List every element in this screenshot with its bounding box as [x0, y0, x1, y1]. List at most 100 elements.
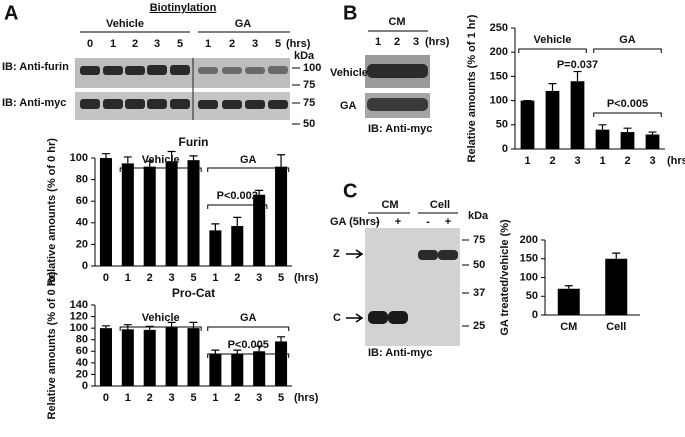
bracket	[119, 326, 202, 331]
unit-label: (hrs)	[286, 38, 311, 50]
bar	[605, 258, 628, 315]
row-label: IB: Anti-furin	[2, 61, 69, 73]
x-tick-label: 0	[103, 272, 109, 284]
unit-label: (hrs)	[425, 36, 450, 48]
y-tick-label: 0	[532, 309, 538, 321]
annotation: Vehicle	[142, 312, 180, 324]
lane-label: -	[376, 216, 380, 228]
mw-marker: 50	[473, 259, 485, 271]
x-tick-label: 1	[524, 155, 530, 167]
error-bar	[233, 216, 242, 227]
annotation: GA	[240, 154, 257, 166]
lane-label: 2	[132, 38, 138, 50]
x-tick-label: 1	[212, 272, 218, 284]
y-axis-label: Relative amounts (% of 1 hr)	[466, 14, 478, 162]
y-tick-label: 100	[490, 95, 508, 107]
lane-label: 3	[154, 38, 160, 50]
bracket	[207, 326, 290, 331]
x-tick-label: 3	[649, 155, 655, 167]
lane-label: 2	[229, 38, 235, 50]
x-tick-label: 1	[599, 155, 605, 167]
bar	[253, 351, 266, 386]
x-tick-label: 0	[103, 392, 109, 404]
bar	[620, 132, 635, 149]
lane-label: 5	[177, 38, 183, 50]
bracket	[593, 112, 662, 117]
annotation: Vehicle	[142, 154, 180, 166]
x-tick-label: 1	[125, 392, 131, 404]
y-tick-label: 80	[76, 174, 88, 186]
error-bar	[277, 336, 286, 342]
mw-marker: 75	[303, 97, 315, 109]
error-bar	[612, 252, 621, 259]
group-label: Vehicle	[106, 18, 144, 30]
bar	[275, 341, 288, 386]
y-tick-label: 100	[70, 152, 88, 164]
bar	[520, 100, 535, 149]
bar	[209, 230, 222, 266]
y-tick-label: 50	[496, 119, 508, 131]
blot-b	[365, 55, 430, 118]
blot-c	[346, 228, 460, 346]
band-label: Z	[333, 248, 340, 260]
x-tick-label: 2	[234, 392, 240, 404]
x-tick-label: 3	[256, 272, 262, 284]
bar	[121, 163, 134, 266]
group-label: CM	[388, 16, 405, 28]
error-bar	[145, 160, 154, 167]
bar	[121, 329, 134, 386]
annotation: P<0.002	[217, 190, 258, 202]
error-bar	[598, 124, 607, 130]
x-tick-label: CM	[560, 321, 577, 333]
panel-label: C	[343, 180, 357, 202]
bracket	[207, 167, 290, 172]
bar	[645, 134, 660, 149]
blot-a	[75, 58, 290, 120]
y-tick-label: 50	[526, 290, 538, 302]
x-tick-label: 2	[549, 155, 555, 167]
band-label: C	[333, 312, 341, 324]
error-bar	[623, 127, 632, 133]
x-tick-label: 1	[212, 392, 218, 404]
lane-label: 1	[110, 38, 116, 50]
y-tick-label: 100	[520, 271, 538, 283]
bar	[99, 158, 112, 266]
lane-label: 5	[275, 38, 281, 50]
y-tick-label: 60	[76, 195, 88, 207]
error-bar	[123, 156, 132, 164]
panel-label: B	[343, 2, 357, 24]
y-tick-label: 140	[70, 299, 88, 311]
x-unit: (hrs)	[294, 272, 319, 284]
error-bar	[255, 345, 264, 352]
mw-marker: 75	[473, 234, 485, 246]
x-tick-label: 5	[278, 272, 284, 284]
lane-label: 3	[413, 36, 419, 48]
lane-label: 1	[205, 38, 211, 50]
bar	[209, 354, 222, 386]
blot-title: Biotinylation	[150, 2, 217, 14]
error-bar	[564, 285, 573, 289]
y-tick-label: 150	[490, 70, 508, 82]
x-tick-label: 3	[169, 392, 175, 404]
y-tick-label: 200	[520, 234, 538, 246]
x-tick-label: 5	[190, 392, 196, 404]
group-label: Cell	[430, 199, 450, 211]
bar	[275, 166, 288, 266]
bar	[557, 288, 580, 315]
bar	[545, 90, 560, 149]
bar	[187, 160, 200, 266]
bar	[231, 354, 244, 386]
error-bar	[277, 154, 286, 167]
x-tick-label: 2	[624, 155, 630, 167]
x-tick-label: Cell	[606, 321, 626, 333]
bracket	[593, 48, 662, 53]
error-bar	[167, 150, 176, 162]
bar	[99, 328, 112, 386]
bar	[253, 194, 266, 266]
error-bar	[548, 83, 557, 91]
x-tick-label: 3	[169, 272, 175, 284]
bar	[165, 327, 178, 386]
mw-marker: 37	[473, 287, 485, 299]
x-tick-label: 2	[234, 272, 240, 284]
x-tick-label: 5	[278, 392, 284, 404]
